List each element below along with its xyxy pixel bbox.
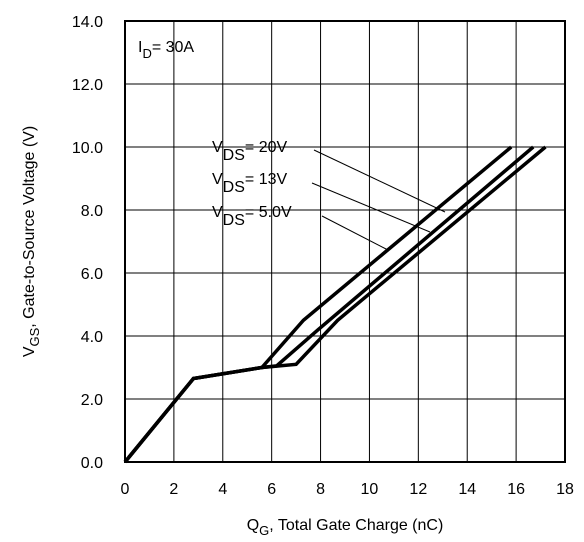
y-tick-label: 8.0 [81,203,103,220]
y-tick-label: 6.0 [81,266,103,283]
x-tick-label: 8 [316,481,325,498]
series-label-vds-20v: VDS= 20V [212,139,287,164]
x-tick-label: 14 [458,481,476,498]
grid-lines [125,21,565,462]
x-tick-label: 12 [409,481,427,498]
x-tick-label: 18 [556,481,574,498]
y-tick-label: 0.0 [81,455,103,472]
leader-line-0 [313,149,446,213]
y-tick-label: 4.0 [81,329,103,346]
x-tick-label: 4 [218,481,227,498]
annotation-leaders [311,149,446,251]
y-tick-label: 14.0 [72,14,103,31]
series-line-vds-5v [123,145,513,464]
x-tick-label: 16 [507,481,525,498]
series-lines [123,145,547,464]
x-tick-label: 10 [361,481,379,498]
series-line-vds-13v [123,145,535,464]
y-axis-ticks: 0.0 2.0 4.0 6.0 8.0 10.0 12.0 14.0 [72,14,103,472]
x-tick-label: 0 [121,481,130,498]
x-tick-label: 6 [267,481,276,498]
leader-line-2 [321,215,389,251]
plot-frame [124,20,566,463]
condition-label: ID= 30A [138,39,194,61]
series-line-vds-20v [123,145,547,464]
x-tick-label: 2 [169,481,178,498]
series-label-vds-13v: VDS= 13V [212,171,287,196]
x-axis-ticks: 0 2 4 6 8 10 12 14 16 18 [121,481,574,498]
y-tick-label: 12.0 [72,77,103,94]
leader-line-1 [311,182,431,233]
y-tick-label: 10.0 [72,140,103,157]
y-axis-label: VGS, Gate-to-Source Voltage (V) [21,126,42,357]
y-tick-label: 2.0 [81,392,103,409]
series-label-vds-5v: VDS= 5.0V [212,204,292,229]
x-axis-label: QG, Total Gate Charge (nC) [247,517,444,538]
